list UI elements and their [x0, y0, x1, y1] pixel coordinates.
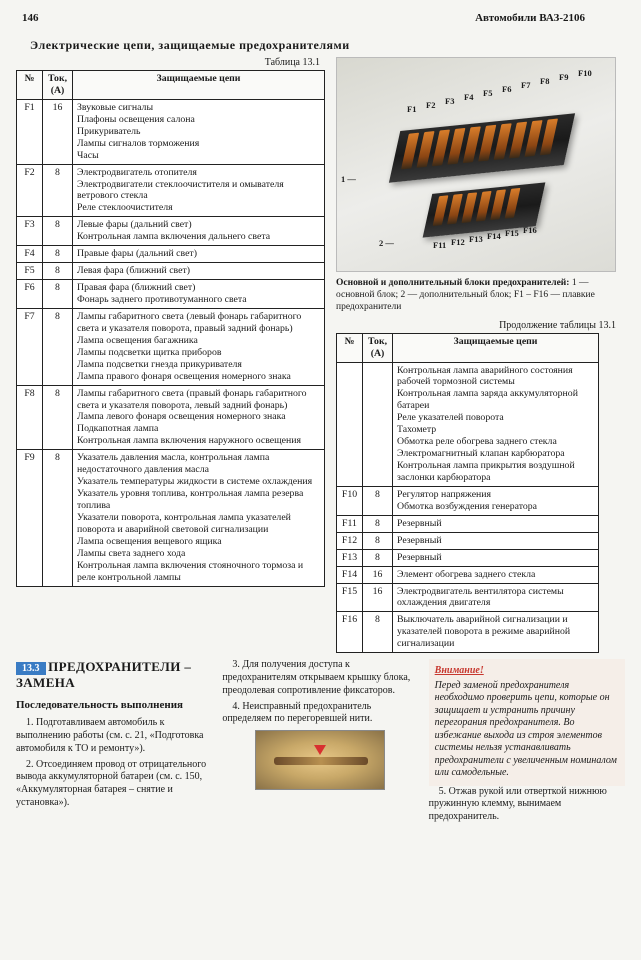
warning-box: Внимание! Перед заменой предохранителя н… — [429, 659, 625, 786]
table-row: F128Резервный — [337, 532, 599, 549]
subhead: Последовательность выполнения — [16, 699, 212, 711]
page-number: 146 — [22, 12, 39, 24]
fuse-table-left: № Ток, (А) Защищаемые цепи F116Звуковые … — [16, 70, 325, 587]
section-title: Электрические цепи, защищаемые предохран… — [30, 38, 625, 53]
table-label: Таблица 13.1 — [16, 57, 326, 68]
th-desc: Защищаемые цепи — [73, 71, 325, 100]
table-row: F168Выключатель аварийной сигнализации и… — [337, 612, 599, 653]
warning-body: Перед заменой предохранителя необходимо … — [435, 680, 617, 779]
table-row: F1416Элемент обогрева заднего стекла — [337, 566, 599, 583]
table-row: F28Электродвигатель отопителяЭлектродвиг… — [17, 164, 325, 217]
table-row: F116Звуковые сигналыПлафоны освещения са… — [17, 99, 325, 164]
step-5: 5. Отжав рукой или отверткой нижнюю пруж… — [429, 786, 625, 824]
diagram-caption: Основной и дополнительный блоки предохра… — [336, 278, 616, 314]
th-n2: № — [337, 333, 363, 362]
table-row: F98Указатель давления масла, контрольная… — [17, 450, 325, 586]
fuse-table-right: № Ток, (А) Защищаемые цепи Контрольная л… — [336, 333, 599, 654]
table-row: F138Резервный — [337, 549, 599, 566]
table-row: F118Резервный — [337, 515, 599, 532]
step-1: 1. Подготавливаем автомобиль к выполнени… — [16, 717, 212, 755]
continuation-label: Продолжение таблицы 13.1 — [336, 320, 616, 331]
th-desc2: Защищаемые цепи — [393, 333, 599, 362]
table-row: Контрольная лампа аварийного состояния р… — [337, 362, 599, 486]
warning-title: Внимание! — [435, 665, 619, 678]
table-row: F88Лампы габаритного света (правый фонар… — [17, 385, 325, 450]
step-3: 3. Для получения доступа к предохранител… — [222, 659, 418, 697]
table-row: F78Лампы габаритного света (левый фонарь… — [17, 308, 325, 385]
table-row: F38Левые фары (дальний свет)Контрольная … — [17, 217, 325, 246]
fuse-photo — [255, 730, 385, 790]
step-2: 2. Отсоединяем провод от отрицательного … — [16, 759, 212, 810]
th-n: № — [17, 71, 43, 100]
section-flag: 13.3 — [16, 662, 46, 675]
table-row: F48Правые фары (дальний свет) — [17, 246, 325, 263]
table-row: F108Регулятор напряженияОбмотка возбужде… — [337, 486, 599, 515]
table-row: F58Левая фара (ближний свет) — [17, 263, 325, 280]
table-row: F68Правая фара (ближний свет)Фонарь задн… — [17, 280, 325, 309]
th-amp: Ток, (А) — [43, 71, 73, 100]
step-4: 4. Неисправный предохранитель определяем… — [222, 701, 418, 727]
book-title: Автомобили ВАЗ-2106 — [475, 12, 585, 24]
table-row: F1516Электродвигатель вентилятора систем… — [337, 583, 599, 612]
page-header: 146 Автомобили ВАЗ-2106 — [16, 12, 625, 30]
th-amp2: Ток, (А) — [363, 333, 393, 362]
fusebox-diagram: F1F2F3F4F5F6F7F8F9F10 F11F12F13F14F15F16… — [336, 57, 616, 272]
bottom-columns: 13.3 ПРЕДОХРАНИТЕЛИ – ЗАМЕНА Последовате… — [16, 659, 625, 827]
